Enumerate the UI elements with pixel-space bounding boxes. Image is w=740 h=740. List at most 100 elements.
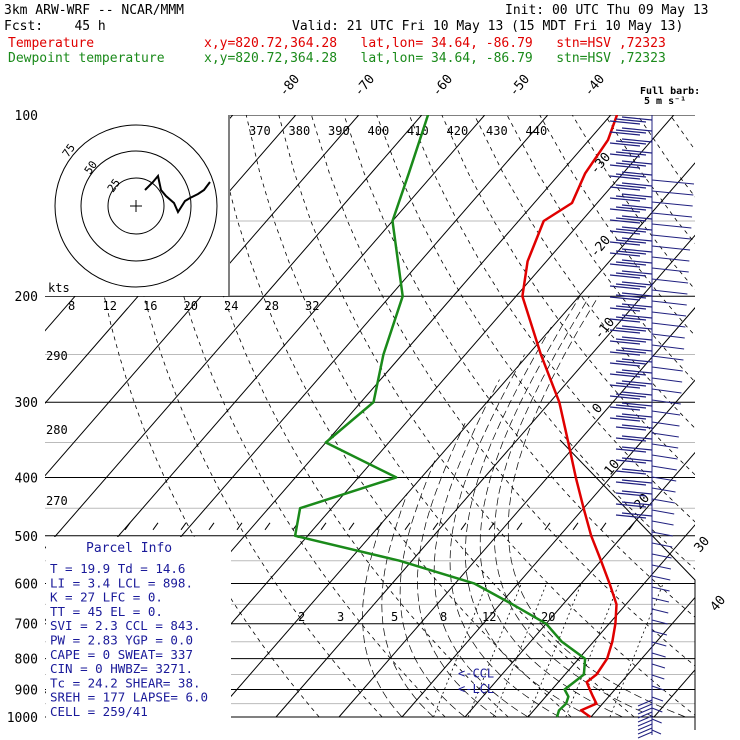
theta-label: 370 xyxy=(249,124,271,138)
hodograph-trace xyxy=(144,173,211,215)
wind-barb xyxy=(651,641,667,647)
wind-barb xyxy=(651,729,662,735)
wind-barb xyxy=(615,437,647,442)
wind-barb xyxy=(609,285,641,290)
isotherm-line xyxy=(717,115,740,717)
wind-barb xyxy=(637,699,653,707)
wind-barb xyxy=(651,322,686,328)
wind-barb xyxy=(609,384,641,389)
parcel-info-row: CELL = 259/41 xyxy=(50,704,148,719)
wind-barb xyxy=(621,435,653,440)
pressure-label: 500 xyxy=(15,530,38,545)
wind-barb xyxy=(615,239,647,244)
wind-barb xyxy=(651,256,690,262)
wind-barb xyxy=(621,369,653,374)
wind-barb xyxy=(637,703,653,711)
dry-adiabat xyxy=(735,115,740,717)
wind-barb xyxy=(621,446,653,451)
wind-barb xyxy=(637,727,653,735)
level-tick xyxy=(264,522,271,531)
pressure-label: 400 xyxy=(15,471,38,486)
wind-barb xyxy=(621,402,653,407)
mixing-ratio-line xyxy=(467,583,522,718)
model-title: 3km ARW-WRF -- NCAR/MMM xyxy=(4,3,185,18)
wind-barb xyxy=(615,140,647,145)
wind-barb xyxy=(615,349,647,354)
wind-barb xyxy=(615,360,647,365)
level-tick xyxy=(460,522,467,531)
level-tick xyxy=(404,522,411,531)
wind-barb xyxy=(651,421,680,427)
pressure-label: 300 xyxy=(15,396,38,411)
temperature-tick-label: 40 xyxy=(708,593,730,615)
moist-adiabat xyxy=(507,296,686,718)
wind-barb xyxy=(615,514,647,519)
wind-barb xyxy=(621,325,653,330)
parcel-info-row: SREH = 177 LAPSE= 6.0 xyxy=(50,690,208,705)
parcel-info: Parcel Info T = 19.9 Td = 14.6LI = 3.4 LC… xyxy=(46,537,231,729)
wind-barb xyxy=(651,531,673,537)
isotherm-line xyxy=(45,115,360,477)
level-tick xyxy=(124,522,131,531)
wind-barb xyxy=(637,707,653,715)
wind-barb xyxy=(615,151,647,156)
wind-barb xyxy=(615,261,647,266)
pressure-label: 800 xyxy=(15,653,38,668)
wind-barb xyxy=(609,175,641,180)
isotherm-line xyxy=(464,451,695,718)
wind-barb xyxy=(609,131,641,136)
level-tick xyxy=(432,522,439,531)
wind-barb xyxy=(609,307,641,312)
speed-label: 32 xyxy=(305,299,319,313)
wind-barb xyxy=(609,274,641,279)
pressure-label: 200 xyxy=(15,290,38,305)
mixing-ratio-label: 8 xyxy=(440,610,447,624)
wind-barb xyxy=(651,311,687,317)
wind-barb xyxy=(615,162,647,167)
wind-barb xyxy=(621,380,653,385)
wind-barb xyxy=(651,267,689,273)
wind-barb xyxy=(621,424,653,429)
level-tick xyxy=(516,522,523,531)
wind-barb xyxy=(609,197,641,202)
temperature-legend: Temperature xyxy=(8,36,95,51)
wind-barb xyxy=(609,296,641,301)
theta-label: 270 xyxy=(46,494,68,508)
wind-barb xyxy=(621,391,653,396)
temperature-location: x,y=820.72,364.28 lat,lon= 34.64, -86.79… xyxy=(204,36,666,51)
theta-label: 440 xyxy=(526,124,548,138)
parcel-info-row: Tc = 24.2 SHEAR= 38. xyxy=(50,675,201,690)
mixing-ratio-line xyxy=(565,583,620,718)
wind-barb xyxy=(621,336,653,341)
wind-barb xyxy=(609,329,641,334)
speed-label: 12 xyxy=(103,299,117,313)
barb-key-value: 5 m s⁻¹ xyxy=(644,96,686,107)
wind-barb xyxy=(637,711,653,719)
wind-barb xyxy=(621,193,653,198)
wind-barb xyxy=(615,195,647,200)
wind-barb xyxy=(651,608,669,614)
wind-barb xyxy=(615,470,647,475)
isotherm-line xyxy=(401,379,695,718)
temperature-tick-label: -50 xyxy=(507,72,534,100)
wind-barb xyxy=(651,245,691,251)
dry-adiabat xyxy=(245,115,635,718)
wind-barb xyxy=(609,186,641,191)
wind-barb xyxy=(651,564,672,570)
dry-adiabat xyxy=(571,115,695,291)
wind-barb xyxy=(615,415,647,420)
wind-barb xyxy=(609,263,641,268)
level-tick xyxy=(320,522,327,531)
hodograph-ring-label: 50 xyxy=(82,158,100,176)
wind-barb xyxy=(615,272,647,277)
hodograph-ring xyxy=(107,177,165,235)
wind-barb xyxy=(615,184,647,189)
mixing-ratio-line xyxy=(609,583,664,718)
wind-barb xyxy=(651,696,664,702)
dry-adiabat xyxy=(180,115,509,718)
wind-barb xyxy=(651,498,675,504)
wind-barb xyxy=(651,476,677,482)
moist-adiabat xyxy=(399,460,466,718)
dry-adiabat xyxy=(147,115,446,718)
